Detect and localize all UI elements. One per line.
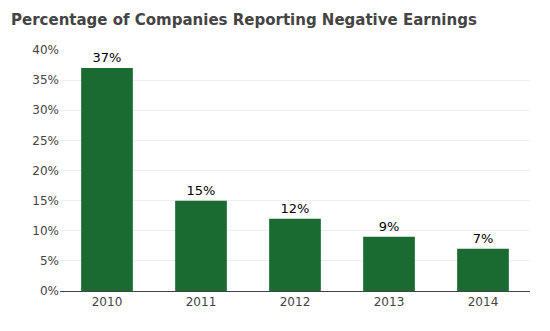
svg-text:2011: 2011 xyxy=(186,295,217,309)
svg-text:2012: 2012 xyxy=(280,295,311,309)
svg-text:35%: 35% xyxy=(32,73,59,87)
svg-text:2010: 2010 xyxy=(92,295,123,309)
svg-text:2014: 2014 xyxy=(468,295,499,309)
svg-text:40%: 40% xyxy=(32,43,59,57)
svg-text:15%: 15% xyxy=(187,183,216,198)
svg-text:37%: 37% xyxy=(93,50,122,65)
svg-text:Percentage of Companies Report: Percentage of Companies Reporting Negati… xyxy=(11,11,477,29)
svg-text:12%: 12% xyxy=(281,201,310,216)
svg-text:9%: 9% xyxy=(379,219,400,234)
svg-text:15%: 15% xyxy=(32,194,59,208)
svg-text:30%: 30% xyxy=(32,103,59,117)
svg-text:0%: 0% xyxy=(40,284,59,298)
svg-text:5%: 5% xyxy=(40,254,59,268)
svg-text:7%: 7% xyxy=(473,231,494,246)
svg-text:20%: 20% xyxy=(32,164,59,178)
svg-text:2013: 2013 xyxy=(374,295,405,309)
svg-text:25%: 25% xyxy=(32,134,59,148)
svg-text:10%: 10% xyxy=(32,224,59,238)
